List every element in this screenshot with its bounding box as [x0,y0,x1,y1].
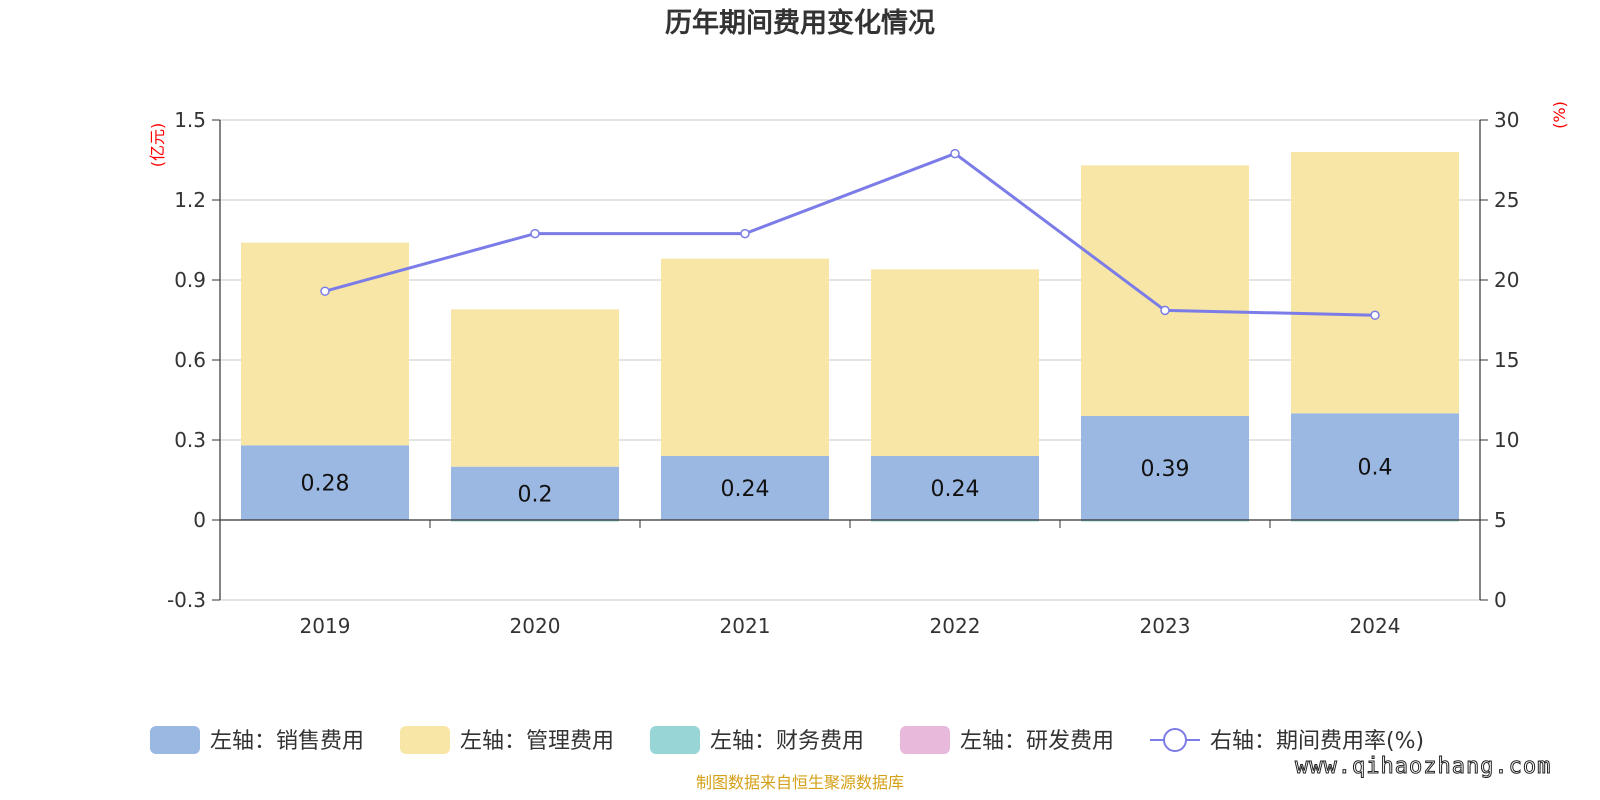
bar [1291,413,1459,520]
bar [1081,520,1249,522]
legend-label: 左轴：研发费用 [960,729,1114,754]
bar [661,258,829,456]
bar-data-label: 0.24 [931,477,980,502]
footer-source: 制图数据来自恒生聚源数据库 [696,773,904,792]
bar [871,456,1039,520]
legend-marker [1163,728,1187,752]
bar [1291,152,1459,414]
legend-label: 右轴：期间费用率(%) [1210,729,1424,754]
chart-title: 历年期间费用变化情况 [665,7,935,39]
left-axis-tick-label: 0.9 [174,268,206,292]
left-axis-tick-label: 0.6 [174,348,206,372]
bar-data-label: 0.28 [301,472,350,497]
left-axis-tick-label: -0.3 [167,588,206,612]
line-point [320,286,330,296]
bar [1081,165,1249,416]
line-path [324,151,1376,317]
x-axis-tick-label: 2020 [510,614,561,638]
x-axis-tick-label: 2021 [720,614,771,638]
legend-label: 左轴：财务费用 [710,729,864,754]
x-axis-tick-label: 2023 [1140,614,1191,638]
bar-data-label: 0.39 [1141,457,1190,482]
bar-data-label: 0.4 [1358,456,1393,481]
right-axis-tick-label: 20 [1494,268,1519,292]
bar [241,445,409,520]
bar [451,520,619,522]
line-point [530,228,540,239]
right-axis-tick-label: 15 [1494,348,1519,372]
bar-data-label: 0.24 [721,477,770,502]
bar [1291,520,1459,522]
line-point [1370,310,1380,320]
data-labels: 0.28 0.2 0.24 0.24 0.39 0.4 [301,456,1393,508]
x-axis-tick-label: 2019 [300,614,351,638]
bar [871,520,1039,522]
right-axis-tick-label: 0 [1494,588,1507,612]
bar [871,269,1039,456]
left-axis-tick-label: 1.5 [174,108,206,132]
bar [451,466,619,520]
right-axis-tick-label: 25 [1494,188,1519,212]
legend-label: 左轴：管理费用 [460,729,614,754]
right-axis-unit: (%) [1550,101,1569,129]
right-axis-tick-label: 5 [1494,508,1507,532]
x-axis-tick-label: 2024 [1350,614,1401,638]
bars [241,152,1459,522]
left-axis-unit: (亿元) [148,123,167,168]
legend-label: 左轴：销售费用 [210,729,364,754]
line-point [1160,305,1170,316]
bar [241,242,409,446]
legend-swatch [400,726,450,754]
axes: 1.5 1.2 0.9 0.6 0.3 0 -0.3 30 25 20 15 10 5 0 (亿元) (%) 2… [148,101,1569,638]
line-point [740,228,750,239]
bar [1081,416,1249,520]
line-series [320,148,1380,320]
legend-swatch [150,726,200,754]
line-point [950,148,960,159]
right-axis-tick-label: 30 [1494,108,1519,132]
left-axis-tick-label: 1.2 [174,188,206,212]
legend-swatch [650,726,700,754]
bar-data-label: 0.2 [518,482,553,507]
left-axis-tick-label: 0.3 [174,428,206,452]
bar [661,456,829,520]
right-axis-tick-label: 10 [1494,428,1519,452]
legend-swatch [900,726,950,754]
watermark: www.qihaozhang.com [1295,754,1551,779]
left-axis-tick-label: 0 [193,508,206,532]
bar [451,309,619,467]
legend: 左轴：销售费用 左轴：管理费用 左轴：财务费用 左轴：研发费用 右轴：期间费用率(%) [150,726,1424,754]
x-axis-tick-label: 2022 [930,614,981,638]
